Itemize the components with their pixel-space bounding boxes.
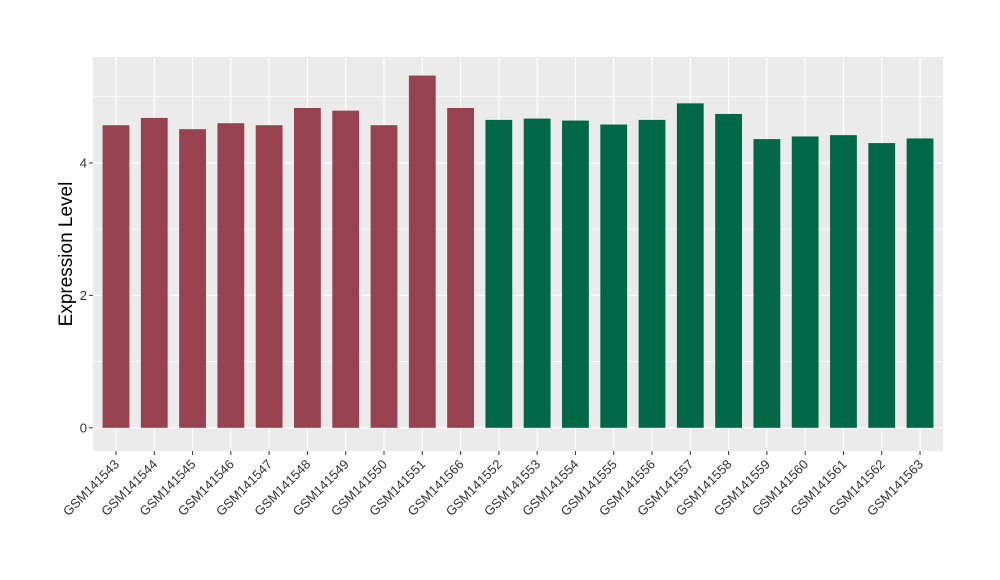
bar-GSM141563: [906, 138, 934, 428]
bar-GSM141557: [676, 103, 704, 428]
bar-GSM141555: [600, 124, 628, 428]
bar-GSM141556: [638, 119, 666, 428]
bar-GSM141549: [332, 110, 360, 428]
bar-GSM141546: [217, 123, 245, 428]
bar-GSM141552: [485, 119, 513, 428]
bar-GSM141548: [294, 107, 321, 428]
bar-GSM141551: [408, 75, 436, 428]
bar-GSM141561: [830, 135, 857, 428]
bar-GSM141559: [753, 139, 781, 428]
bar-GSM141560: [791, 136, 819, 428]
bar-GSM141566: [447, 107, 474, 428]
y-tick-label: 2: [80, 288, 87, 303]
bar-GSM141543: [102, 125, 130, 428]
y-tick-label: 4: [80, 155, 87, 170]
bars: [102, 75, 934, 428]
bar-GSM141558: [715, 113, 742, 428]
bar-GSM141547: [255, 125, 283, 428]
bar-GSM141545: [179, 129, 206, 428]
bar-GSM141553: [523, 118, 551, 428]
bar-GSM141554: [562, 120, 589, 428]
x-axis: GSM141543GSM141544GSM141545GSM141546GSM1…: [60, 451, 926, 519]
bar-GSM141544: [140, 117, 168, 428]
bar-GSM141550: [370, 125, 398, 428]
y-axis: 0 2 4: [80, 155, 93, 435]
y-axis-title: Expression Level: [56, 182, 77, 327]
bar-GSM141562: [868, 143, 896, 428]
y-tick-label: 0: [80, 420, 87, 435]
